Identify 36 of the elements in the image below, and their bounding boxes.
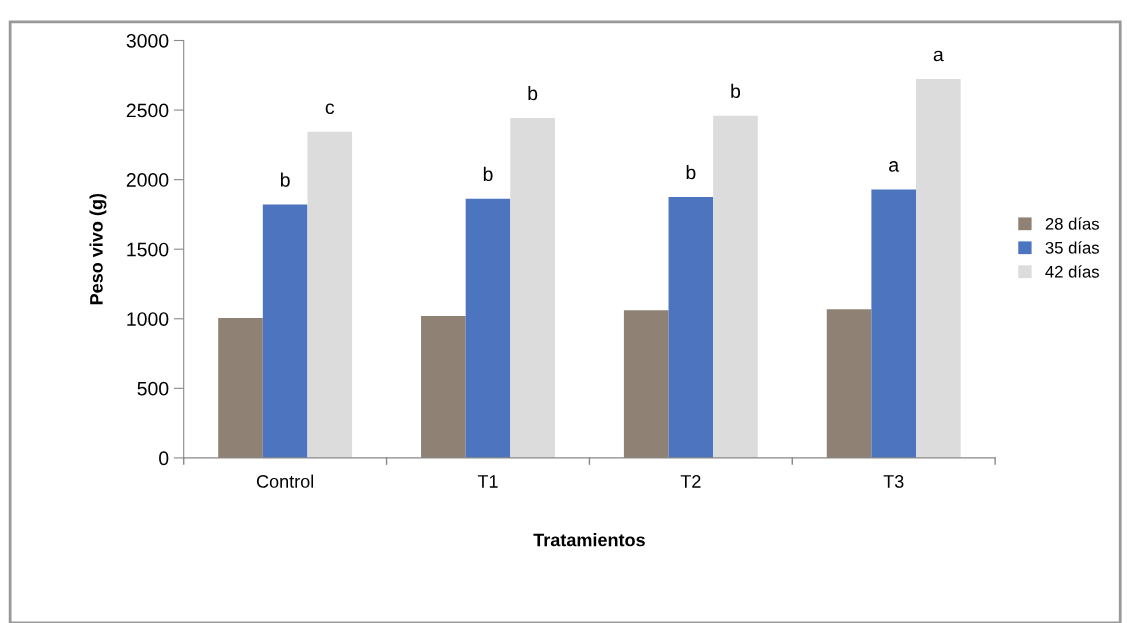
data-label: b xyxy=(280,172,290,187)
bar xyxy=(668,197,714,458)
data-label: b xyxy=(528,85,538,101)
bar xyxy=(623,310,669,458)
x-axis-title: Tratamientos xyxy=(533,533,645,547)
x-tick-label: T1 xyxy=(477,475,498,488)
legend-label: 35 días xyxy=(1045,241,1099,254)
y-tick-label: 2000 xyxy=(126,173,169,187)
x-tick-label: T2 xyxy=(680,475,701,488)
y-tick-label: 500 xyxy=(137,381,169,396)
bar xyxy=(307,131,353,458)
y-axis-title: Peso vivo (g) xyxy=(89,193,107,305)
x-tick-label: Control xyxy=(256,474,314,488)
y-tick-label: 2500 xyxy=(126,103,169,118)
y-tick-label: 0 xyxy=(159,451,169,466)
data-label: a xyxy=(889,161,900,172)
bar xyxy=(262,204,308,458)
data-label: b xyxy=(483,166,493,182)
y-tick-label: 1000 xyxy=(127,312,169,327)
data-label: b xyxy=(686,165,696,180)
bar xyxy=(218,318,263,458)
bar xyxy=(916,79,961,458)
bar xyxy=(713,115,758,458)
legend-label: 28 días xyxy=(1045,217,1099,230)
legend-label: 42 días xyxy=(1045,265,1099,278)
data-label: c xyxy=(325,103,335,115)
y-tick-label: 1500 xyxy=(127,242,169,257)
bar xyxy=(421,315,466,458)
bar xyxy=(465,198,511,458)
data-label: a xyxy=(933,50,944,62)
bar xyxy=(510,117,555,458)
bar xyxy=(826,309,872,458)
y-tick-label: 3000 xyxy=(126,33,169,48)
bar xyxy=(871,189,917,458)
data-label: b xyxy=(731,83,741,99)
x-tick-label: T3 xyxy=(883,475,904,488)
